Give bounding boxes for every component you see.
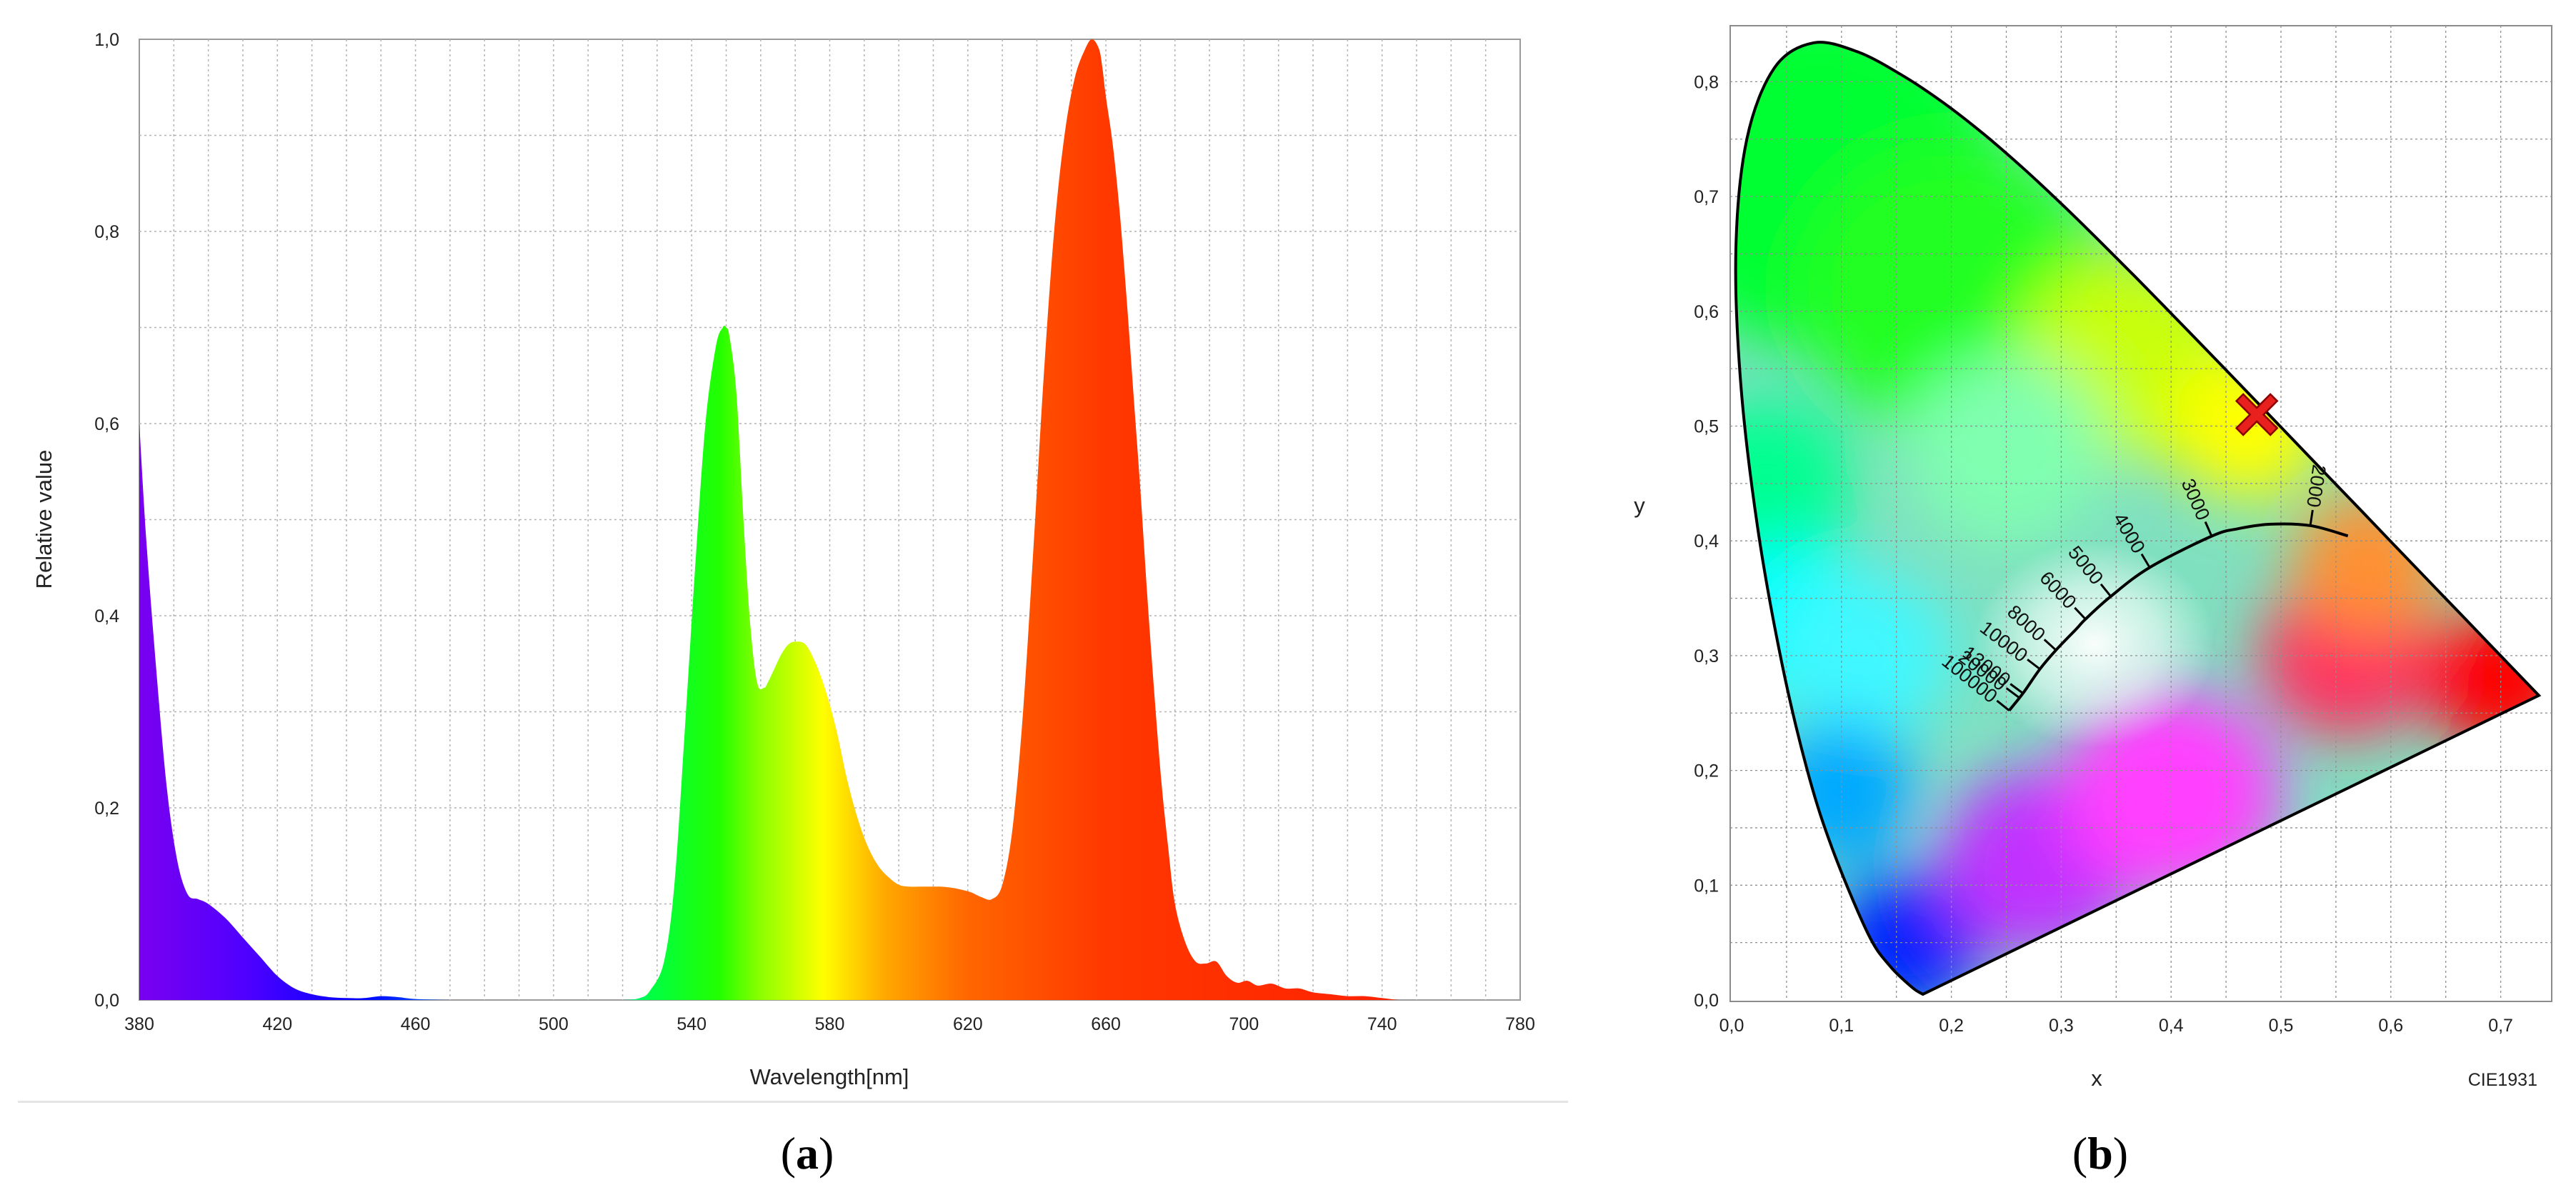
y-tick-label: 0,8 [1694,72,1719,92]
spectrum-grid [139,39,1520,1000]
cie-ticks: 0,0 0,1 0,2 0,3 0,4 0,5 0,6 0,7 0,0 0,1 0,2 0,3 0,4 0… [1694,72,2513,1036]
x-tick-label: 0,3 [2049,1016,2074,1036]
color-blob [1907,356,2105,542]
panel-a-divider [18,1101,1568,1103]
isotherm-tick [2005,687,2020,699]
cie-color-blobs [1735,42,2539,994]
y-tick-label: 0,0 [94,991,119,1011]
y-tick-label: 0,4 [1694,531,1719,551]
x-tick-label: 460 [401,1014,431,1034]
panel-a-caption: (a) [781,1128,834,1179]
y-tick-label: 0,8 [94,222,119,242]
y-tick-label: 0,1 [1694,876,1719,896]
chromaticity-point-marker [2235,393,2279,436]
x-tick-label: 580 [815,1014,845,1034]
x-tick-label: 0,0 [1719,1016,1744,1036]
white-point-glow [1973,541,2215,748]
isotherm-tick [2309,509,2314,526]
isotherm-tick [2140,553,2151,569]
x-tick-label: 740 [1367,1014,1397,1034]
isotherm-tick [2043,639,2057,651]
isotherm-tick [2100,583,2112,597]
cie-grid [1730,26,2552,1001]
y-tick-label: 1,0 [94,30,119,50]
color-blob [2423,606,2539,751]
x-tick-label: 0,5 [2269,1016,2294,1036]
y-tick-label: 0,3 [1694,646,1719,666]
isotherm-tick [2010,683,2024,694]
x-tick-label: 780 [1505,1014,1535,1034]
y-tick-label: 0,5 [1694,417,1719,437]
marker-stroke [2237,395,2276,434]
color-blob [1735,401,1853,566]
x-tick-label: 380 [124,1014,154,1034]
isotherm-tick [2204,521,2213,537]
spectral-locus [1734,41,2542,996]
x-tick-label: 0,4 [2159,1016,2184,1036]
color-blob [1775,573,1952,739]
x-tick-label: 420 [262,1014,292,1034]
x-tick-label: 500 [539,1014,569,1034]
y-tick-label: 0,6 [94,414,119,434]
y-tick-label: 0,6 [1694,302,1719,322]
cie-corner-label: CIE1931 [2468,1070,2537,1090]
y-tick-label: 0,2 [1694,761,1719,781]
panel-a-letter: a [796,1128,819,1179]
x-tick-label: 540 [677,1014,707,1034]
x-tick-label: 700 [1229,1014,1259,1034]
x-tick-label: 0,7 [2488,1016,2513,1036]
isotherm-tick [2027,659,2041,670]
x-tick-label: 660 [1091,1014,1121,1034]
x-tick-label: 0,6 [2378,1016,2403,1036]
cie-x-axis-label: x [2091,1066,2102,1091]
spectrum-area [139,39,1520,1000]
isotherm-tick [1996,699,2010,711]
panel-b-caption: (b) [2072,1128,2128,1179]
x-tick-label: 0,2 [1939,1016,1964,1036]
cie-color-fill [1735,42,2539,994]
isotherm-tick [2074,606,2087,620]
spectrum-x-axis-label: Wavelength[nm] [750,1064,909,1089]
cie-y-axis-label: y [1634,493,1645,518]
spectrum-panel: 380 420 460 500 540 580 620 660 700 740 780 0,0 0,2 0… [18,30,1568,1179]
y-tick-label: 0,2 [94,799,119,819]
cct-isotherms [1996,509,2314,711]
x-tick-label: 0,1 [1829,1016,1854,1036]
cie-panel: 1000002000013000100008000600050004000300… [1634,25,2552,1179]
x-tick-label: 620 [953,1014,983,1034]
panel-b-letter: b [2087,1128,2113,1179]
spectrum-ticks: 380 420 460 500 540 580 620 660 700 740 780 0,0 0,2 0… [94,30,1535,1034]
y-tick-label: 0,4 [94,606,119,626]
y-tick-label: 0,0 [1694,991,1719,1011]
y-tick-label: 0,7 [1694,187,1719,207]
spectrum-y-axis-label: Relative value [31,450,56,589]
